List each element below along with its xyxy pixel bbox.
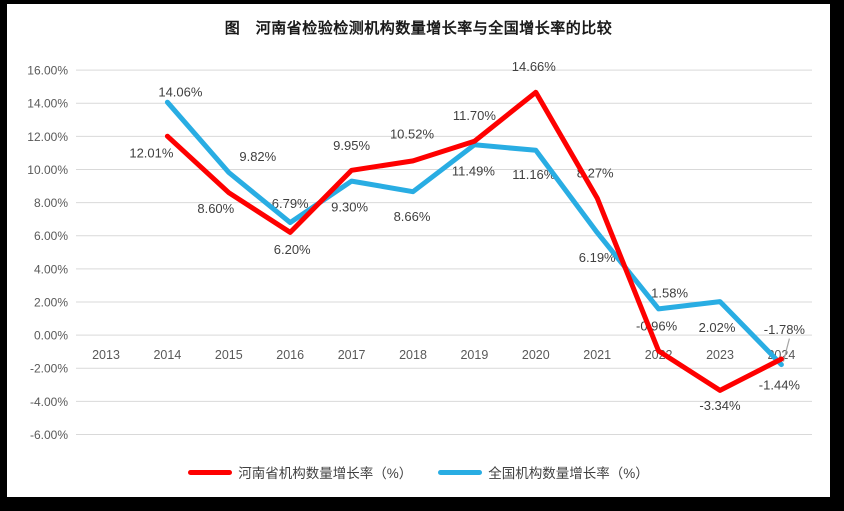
y-tick-label: -2.00%: [30, 362, 68, 376]
legend-item-label: 全国机构数量增长率（%）: [488, 466, 649, 481]
series-line-national: [164, 99, 784, 368]
data-label: -0.96%: [636, 319, 678, 334]
chart-legend: 河南省机构数量增长率（%） 全国机构数量增长率（%）: [7, 462, 830, 482]
data-label: 9.30%: [331, 200, 368, 215]
x-tick-label: 2023: [706, 348, 734, 362]
y-tick-label: 6.00%: [34, 229, 68, 243]
y-tick-label: -6.00%: [30, 428, 68, 442]
data-label: 8.66%: [394, 209, 431, 224]
data-label: 8.60%: [197, 201, 234, 216]
y-tick-label: 0.00%: [34, 329, 68, 343]
y-tick-label: 14.00%: [27, 97, 68, 111]
x-tick-label: 2013: [92, 348, 120, 362]
x-tick-label: 2015: [215, 348, 243, 362]
legend-line-icon: [438, 469, 483, 475]
x-tick-label: 2019: [460, 348, 488, 362]
data-label: -1.78%: [764, 322, 806, 337]
data-label: -1.44%: [759, 377, 801, 392]
x-tick-label: 2020: [522, 348, 550, 362]
y-tick-label: 12.00%: [27, 130, 68, 144]
y-tick-label: 16.00%: [27, 64, 68, 78]
data-labels: 14.06% 9.82% 6.79% 9.30% 8.66% 11.49% 11.16% 6.…: [129, 59, 805, 413]
x-tick-label: 2014: [153, 348, 181, 362]
chart-title: 图 河南省检验检测机构数量增长率与全国增长率的比较: [224, 20, 613, 37]
x-tick-label: 2021: [583, 348, 611, 362]
data-label: 1.58%: [651, 285, 688, 300]
y-tick-label: 10.00%: [27, 163, 68, 177]
y-tick-label: 4.00%: [34, 262, 68, 276]
legend-item-national: 全国机构数量增长率（%）: [438, 462, 649, 482]
data-label: 6.79%: [272, 196, 309, 211]
data-label: 12.01%: [129, 146, 174, 161]
label-leader-line: [782, 338, 790, 362]
x-tick-label: 2017: [338, 348, 366, 362]
x-tick-label: 2022: [645, 348, 673, 362]
data-label: 11.49%: [452, 163, 496, 178]
data-label: 10.52%: [390, 126, 435, 141]
y-tick-label: 2.00%: [34, 295, 68, 309]
y-tick-label: 8.00%: [34, 196, 68, 210]
data-label: 14.06%: [158, 85, 203, 100]
y-axis-tick-labels: 16.00% 14.00% 12.00% 10.00% 8.00% 6.00% 4.00% 2…: [27, 64, 68, 442]
x-axis-tick-labels: 2013 2014 2015 2016 2017 2018 2019 2020 2021 2022…: [92, 348, 795, 362]
data-label: 6.20%: [274, 242, 311, 257]
x-tick-label: 2018: [399, 348, 427, 362]
data-label: 6.19%: [579, 250, 616, 265]
y-tick-label: -4.00%: [30, 395, 68, 409]
data-label: -3.34%: [699, 398, 741, 413]
series-line-henan: [164, 89, 784, 393]
legend-line-icon: [188, 469, 233, 475]
legend-item-henan: 河南省机构数量增长率（%）: [188, 462, 412, 482]
data-label: 9.95%: [333, 138, 370, 153]
legend-item-label: 河南省机构数量增长率（%）: [238, 466, 413, 481]
data-label: 2.02%: [699, 320, 736, 335]
x-tick-label: 2016: [276, 348, 304, 362]
data-label: 14.66%: [512, 59, 557, 74]
chart-area: 图 河南省检验检测机构数量增长率与全国增长率的比较 16.00% 14.00% 12…: [7, 4, 830, 497]
data-label: 9.82%: [239, 149, 276, 164]
data-label: 11.70%: [453, 108, 497, 123]
data-label: 11.16%: [512, 167, 556, 182]
